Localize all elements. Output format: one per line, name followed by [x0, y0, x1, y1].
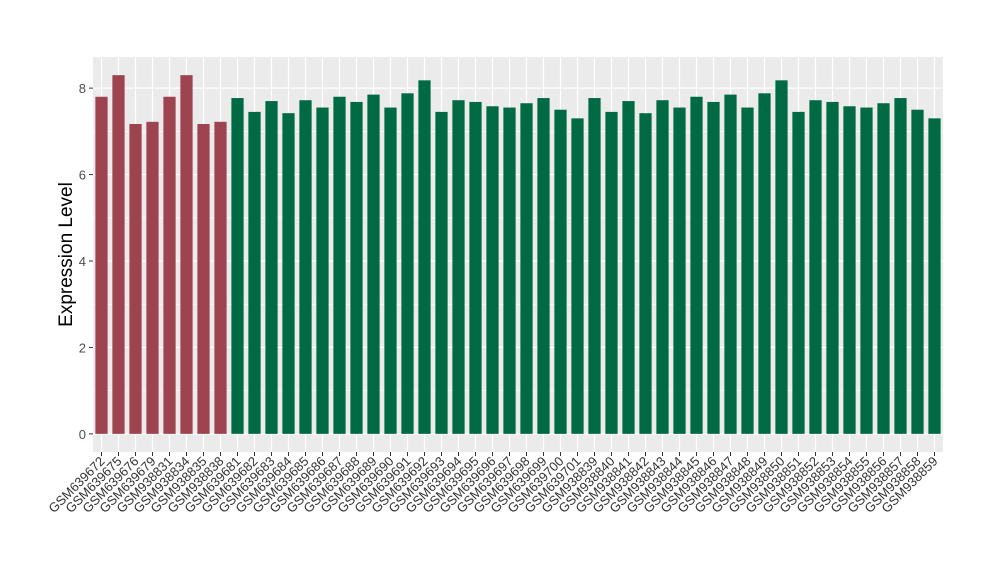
bar — [707, 101, 720, 434]
y-tick-label: 0 — [79, 427, 86, 442]
bar — [469, 101, 482, 434]
bar — [588, 98, 601, 434]
y-tick-label: 2 — [79, 340, 86, 355]
bar — [129, 123, 142, 434]
bar — [690, 96, 703, 434]
bar — [622, 101, 635, 434]
bar — [639, 113, 652, 434]
bar — [384, 107, 397, 434]
bar — [571, 118, 584, 434]
y-tick-label: 6 — [79, 168, 86, 183]
bar — [333, 96, 346, 434]
bar — [95, 96, 108, 434]
bar — [214, 121, 227, 434]
bar — [554, 109, 567, 434]
bar — [503, 107, 516, 434]
bar — [146, 121, 159, 434]
bar — [435, 111, 448, 434]
bar — [367, 94, 380, 434]
bar — [197, 123, 210, 434]
bar — [809, 100, 822, 434]
bar — [792, 111, 805, 434]
bar — [112, 75, 125, 434]
bar — [163, 96, 176, 434]
bar — [656, 100, 669, 434]
bar — [758, 93, 771, 434]
bar — [537, 98, 550, 434]
bar — [860, 107, 873, 434]
y-tick-label: 4 — [79, 254, 86, 269]
bar — [775, 80, 788, 434]
bar — [231, 98, 244, 434]
bar — [350, 101, 363, 434]
bar — [282, 113, 295, 434]
bar — [265, 101, 278, 434]
y-tick-label: 8 — [79, 81, 86, 96]
bar — [826, 101, 839, 434]
bar — [928, 118, 941, 434]
bar — [843, 106, 856, 434]
bar — [741, 107, 754, 434]
bar — [486, 106, 499, 434]
bar — [724, 94, 737, 434]
bar — [452, 100, 465, 434]
bar — [248, 111, 261, 434]
bar — [418, 80, 431, 434]
bar — [316, 107, 329, 434]
bar — [605, 111, 618, 434]
bar — [894, 98, 907, 434]
bar — [180, 75, 193, 434]
bar — [877, 103, 890, 434]
y-axis-title: Expression Level — [56, 182, 77, 327]
bar — [911, 109, 924, 434]
bar — [673, 107, 686, 434]
bar — [520, 103, 533, 434]
bar — [299, 100, 312, 434]
bar — [401, 93, 414, 434]
